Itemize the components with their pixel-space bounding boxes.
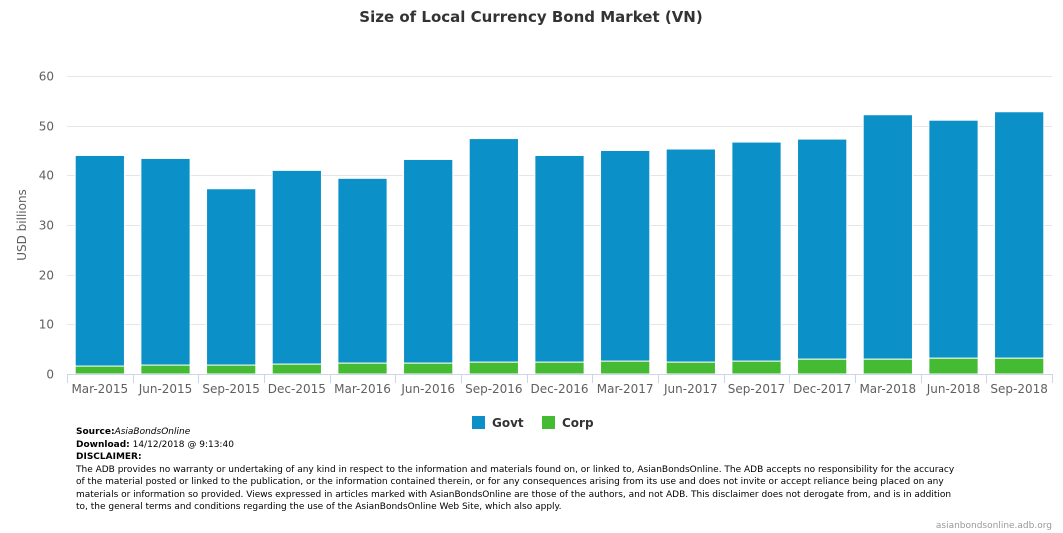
source-line: Source:AsiaBondsOnline <box>76 426 956 439</box>
y-tick-label: 20 <box>39 269 54 283</box>
download-value: 14/12/2018 @ 9:13:40 <box>129 439 234 450</box>
bar-govt-jun-2017[interactable] <box>665 148 716 363</box>
x-tick-label: Dec-2017 <box>793 382 851 396</box>
bar-govt-mar-2015[interactable] <box>74 154 125 367</box>
legend: Govt Corp <box>472 416 594 430</box>
bar-govt-jun-2016[interactable] <box>403 158 454 364</box>
x-tick-label: Dec-2015 <box>268 382 326 396</box>
download-line: Download: 14/12/2018 @ 9:13:40 <box>76 439 956 452</box>
y-tick-label: 10 <box>39 318 54 332</box>
x-tick-label: Mar-2018 <box>859 382 916 396</box>
bar-govt-sep-2016[interactable] <box>468 138 519 363</box>
bar-corp-sep-2017[interactable] <box>731 360 782 375</box>
bar-corp-jun-2018[interactable] <box>928 357 979 375</box>
legend-item-corp[interactable]: Corp <box>542 416 594 430</box>
x-axis-ticks: Mar-2015 Jun-2015 Sep-2015 Dec-2015 Mar-2016… <box>67 374 1053 396</box>
bar-corp-jun-2015[interactable] <box>140 364 191 375</box>
y-tick-label: 40 <box>39 169 54 183</box>
bar-corp-mar-2017[interactable] <box>600 360 651 375</box>
bar-govt-mar-2017[interactable] <box>600 150 651 362</box>
bar-govt-dec-2017[interactable] <box>797 138 848 360</box>
x-tick-label: Jun-2016 <box>400 382 455 396</box>
bar-govt-sep-2018[interactable] <box>994 111 1045 359</box>
y-tick-label: 60 <box>39 70 54 84</box>
chart-title: Size of Local Currency Bond Market (VN) <box>359 8 702 26</box>
x-tick-label: Jun-2015 <box>138 382 193 396</box>
download-label: Download: <box>76 439 130 450</box>
x-tick-label: Jun-2017 <box>663 382 718 396</box>
disclaimer-heading: DISCLAIMER: <box>76 451 956 464</box>
x-tick-label: Dec-2016 <box>530 382 588 396</box>
bar-govt-sep-2015[interactable] <box>206 188 257 366</box>
x-tick-label: Sep-2018 <box>990 382 1048 396</box>
bar-corp-dec-2016[interactable] <box>534 361 585 375</box>
x-tick-label: Sep-2017 <box>728 382 786 396</box>
bars <box>74 111 1045 375</box>
y-tick-label: 50 <box>39 120 54 134</box>
bar-corp-sep-2018[interactable] <box>994 357 1045 375</box>
credit-text[interactable]: asianbondsonline.adb.org <box>936 521 1052 531</box>
bar-corp-jun-2016[interactable] <box>403 362 454 375</box>
notes-block: Source:AsiaBondsOnline Download: 14/12/2… <box>76 426 956 514</box>
x-tick-label: Mar-2016 <box>334 382 391 396</box>
bar-corp-mar-2018[interactable] <box>862 358 913 375</box>
bar-corp-mar-2015[interactable] <box>74 365 125 375</box>
source-value: AsiaBondsOnline <box>114 427 191 437</box>
legend-item-govt[interactable]: Govt <box>472 416 524 430</box>
bar-corp-jun-2017[interactable] <box>665 361 716 375</box>
bar-corp-mar-2016[interactable] <box>337 362 388 375</box>
bar-corp-dec-2017[interactable] <box>797 358 848 375</box>
bar-corp-dec-2015[interactable] <box>271 363 322 375</box>
bar-corp-sep-2016[interactable] <box>468 361 519 375</box>
bar-govt-dec-2016[interactable] <box>534 154 585 363</box>
y-tick-label: 30 <box>39 219 54 233</box>
legend-label: Corp <box>562 416 594 430</box>
bar-govt-mar-2016[interactable] <box>337 177 388 364</box>
bar-govt-dec-2015[interactable] <box>271 169 322 365</box>
disclaimer-text: The ADB provides no warranty or undertak… <box>76 464 955 513</box>
legend-swatch <box>472 416 485 429</box>
bar-corp-sep-2015[interactable] <box>206 364 257 375</box>
y-tick-label: 0 <box>46 368 54 382</box>
x-tick-label: Sep-2015 <box>202 382 260 396</box>
x-tick-label: Mar-2015 <box>71 382 128 396</box>
legend-label: Govt <box>492 416 524 430</box>
source-label: Source: <box>76 427 115 437</box>
bar-govt-mar-2018[interactable] <box>862 114 913 360</box>
x-tick-label: Mar-2017 <box>597 382 654 396</box>
disclaimer-label: DISCLAIMER: <box>76 452 142 462</box>
bar-govt-jun-2018[interactable] <box>928 119 979 359</box>
x-tick-label: Jun-2018 <box>926 382 981 396</box>
bar-govt-sep-2017[interactable] <box>731 141 782 362</box>
legend-swatch <box>542 416 555 429</box>
y-axis-title: USD billions <box>15 189 29 261</box>
x-tick-label: Sep-2016 <box>465 382 523 396</box>
bar-govt-jun-2015[interactable] <box>140 157 191 366</box>
y-axis-ticks: 0 10 20 30 40 50 60 <box>39 70 54 382</box>
